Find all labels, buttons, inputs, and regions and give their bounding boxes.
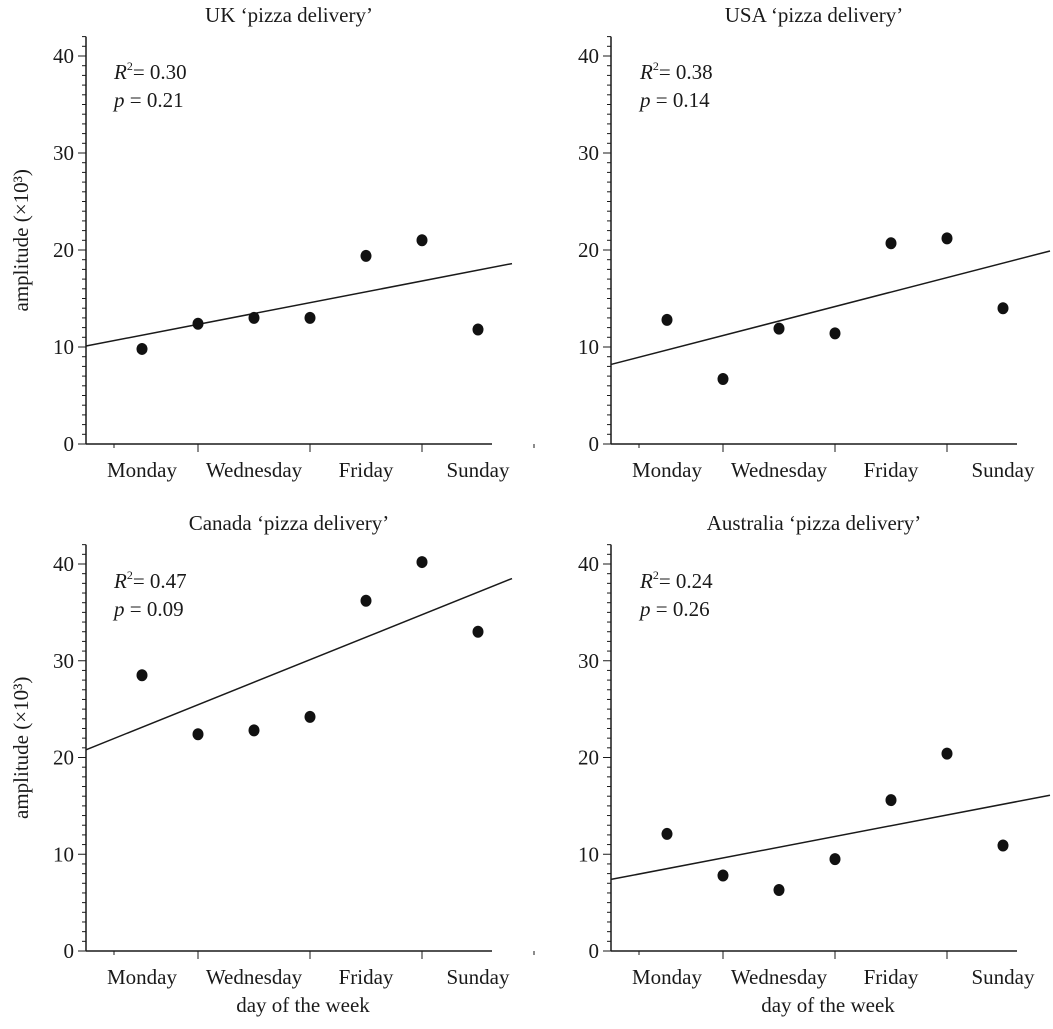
data-point	[997, 839, 1009, 852]
trend-line	[85, 262, 513, 347]
x-tick-label: Sunday	[972, 965, 1036, 989]
y-tick-label: 40	[578, 552, 599, 576]
y-tick-label: 20	[578, 746, 599, 770]
x-tick-label: Sunday	[447, 458, 511, 482]
x-tick-label: Monday	[107, 458, 177, 482]
y-tick-label: 10	[578, 842, 599, 866]
p-value-annotation: p = 0.21	[112, 88, 184, 112]
data-point	[829, 327, 841, 340]
x-tick-label: Sunday	[972, 458, 1036, 482]
y-tick-label: 30	[53, 649, 74, 673]
p-value-annotation: p = 0.09	[112, 597, 184, 621]
data-point	[941, 747, 953, 760]
y-tick-label: 30	[578, 649, 599, 673]
x-tick-label: Friday	[339, 965, 394, 989]
x-tick-label: Monday	[107, 965, 177, 989]
r-squared-annotation: R2= 0.38	[639, 59, 713, 84]
y-tick-label: 20	[53, 746, 74, 770]
r-squared-annotation: R2= 0.30	[113, 59, 187, 84]
data-point	[248, 311, 260, 324]
trend-line	[610, 250, 1051, 366]
data-point	[304, 710, 316, 723]
x-axis-label: day of the week	[761, 993, 895, 1017]
data-point	[773, 322, 785, 335]
panel-title: UK ‘pizza delivery’	[205, 3, 373, 27]
x-tick-label: Friday	[864, 458, 919, 482]
y-axis-label: amplitude (×10³)	[9, 169, 33, 311]
panel-1: UK ‘pizza delivery’ 0 10 20 30 40 Monday Wednes…	[9, 3, 535, 482]
x-tick-label: Friday	[864, 965, 919, 989]
y-tick-label: 30	[578, 141, 599, 165]
y-tick-label: 10	[53, 335, 74, 359]
y-tick-label: 40	[578, 44, 599, 68]
data-point	[192, 317, 204, 330]
x-tick-label: Wednesday	[731, 458, 828, 482]
trend-line	[610, 794, 1051, 881]
data-point	[717, 373, 729, 386]
x-tick-label: Monday	[632, 458, 702, 482]
data-point	[997, 302, 1009, 315]
y-tick-label: 0	[589, 432, 600, 456]
y-tick-label: 20	[578, 238, 599, 262]
y-tick-label: 20	[53, 238, 74, 262]
x-tick-label: Friday	[339, 458, 394, 482]
p-value-annotation: p = 0.26	[638, 597, 710, 621]
data-point	[829, 853, 841, 866]
x-tick-label: Wednesday	[206, 965, 303, 989]
data-point	[472, 625, 484, 638]
r-squared-annotation: R2= 0.24	[639, 568, 713, 593]
r-squared-annotation: R2= 0.47	[113, 568, 187, 593]
x-tick-label: Wednesday	[731, 965, 828, 989]
x-axis-label: day of the week	[236, 993, 370, 1017]
data-point	[885, 794, 897, 807]
y-tick-label: 40	[53, 552, 74, 576]
panel-4: Australia ‘pizza delivery’ 0 10 20 30 40 Monda…	[578, 511, 1051, 1017]
y-tick-label: 10	[53, 842, 74, 866]
data-point	[136, 342, 148, 355]
y-axis-label: amplitude (×10³)	[9, 677, 33, 819]
y-tick-label: 40	[53, 44, 74, 68]
data-point	[773, 884, 785, 897]
data-point	[304, 311, 316, 324]
data-point	[136, 669, 148, 682]
data-point	[472, 323, 484, 336]
y-tick-label: 0	[64, 432, 75, 456]
data-point	[248, 724, 260, 737]
panel-title: Australia ‘pizza delivery’	[707, 511, 922, 535]
data-point	[192, 728, 204, 741]
data-point	[360, 594, 372, 607]
data-point	[717, 869, 729, 882]
data-point	[360, 249, 372, 262]
panel-title: Canada ‘pizza delivery’	[189, 511, 390, 535]
panel-3: Canada ‘pizza delivery’ 0 10 20 30 40 Monday We…	[9, 511, 535, 1017]
x-tick-label: Wednesday	[206, 458, 303, 482]
y-tick-label: 0	[64, 939, 75, 963]
x-tick-label: Sunday	[447, 965, 511, 989]
y-tick-label: 10	[578, 335, 599, 359]
x-tick-label: Monday	[632, 965, 702, 989]
y-tick-label: 0	[589, 939, 600, 963]
data-point	[416, 556, 428, 569]
data-point	[941, 232, 953, 245]
p-value-annotation: p = 0.14	[638, 88, 710, 112]
data-point	[885, 237, 897, 250]
data-point	[661, 827, 673, 840]
data-point	[661, 313, 673, 326]
panel-2: USA ‘pizza delivery’ 0 10 20 30 40 Monday Wedne…	[578, 3, 1051, 482]
y-tick-label: 30	[53, 141, 74, 165]
trend-line	[85, 577, 513, 751]
panel-title: USA ‘pizza delivery’	[725, 3, 903, 27]
data-point	[416, 234, 428, 247]
